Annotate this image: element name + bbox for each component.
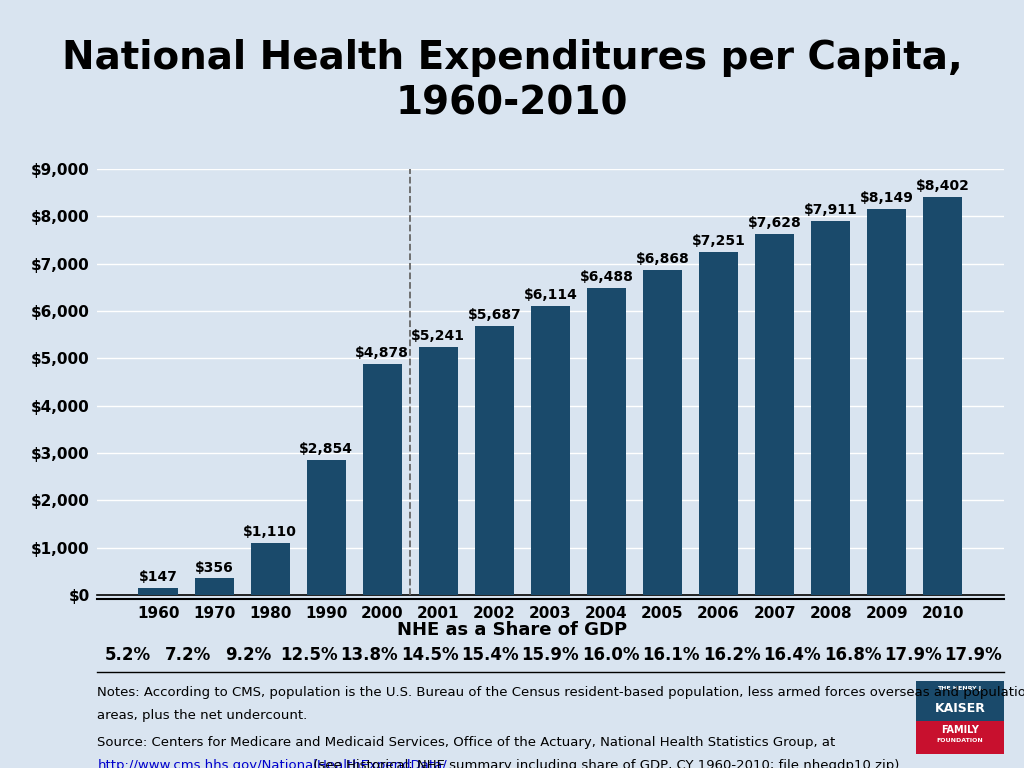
Text: NHE as a Share of GDP: NHE as a Share of GDP (397, 621, 627, 639)
Text: 16.1%: 16.1% (642, 646, 700, 664)
Text: $8,149: $8,149 (860, 191, 913, 206)
Text: 16.0%: 16.0% (582, 646, 640, 664)
Text: $7,911: $7,911 (804, 203, 857, 217)
Text: National Health Expenditures per Capita,
1960-2010: National Health Expenditures per Capita,… (61, 39, 963, 122)
Text: 15.9%: 15.9% (521, 646, 580, 664)
Text: 13.8%: 13.8% (340, 646, 398, 664)
Text: 17.9%: 17.9% (884, 646, 942, 664)
Text: 16.2%: 16.2% (702, 646, 761, 664)
Text: 7.2%: 7.2% (165, 646, 211, 664)
Bar (530, 306, 570, 595)
Text: 9.2%: 9.2% (225, 646, 271, 664)
Bar (811, 220, 850, 595)
Bar (587, 288, 626, 595)
Bar (755, 234, 795, 595)
Bar (251, 543, 290, 595)
Bar (699, 252, 738, 595)
Text: FOUNDATION: FOUNDATION (937, 738, 983, 743)
Text: $1,110: $1,110 (244, 525, 297, 539)
Text: areas, plus the net undercount.: areas, plus the net undercount. (97, 709, 307, 722)
Bar (362, 364, 401, 595)
FancyBboxPatch shape (916, 681, 1004, 721)
Text: $2,854: $2,854 (299, 442, 353, 456)
FancyBboxPatch shape (916, 721, 1004, 754)
Text: 17.9%: 17.9% (944, 646, 1002, 664)
Text: 16.4%: 16.4% (763, 646, 821, 664)
Text: 15.4%: 15.4% (461, 646, 519, 664)
Text: $5,241: $5,241 (412, 329, 465, 343)
Text: KAISER: KAISER (935, 702, 985, 715)
Bar (867, 209, 906, 595)
Text: $6,114: $6,114 (523, 288, 578, 302)
Text: THE HENRY J.: THE HENRY J. (937, 687, 983, 691)
Text: $147: $147 (138, 571, 177, 584)
Text: $7,628: $7,628 (748, 216, 802, 230)
Text: $6,868: $6,868 (636, 252, 689, 266)
Bar (475, 326, 514, 595)
Bar (643, 270, 682, 595)
Text: 14.5%: 14.5% (400, 646, 459, 664)
Text: $356: $356 (195, 561, 233, 574)
Text: FAMILY: FAMILY (941, 725, 979, 735)
Text: Source: Centers for Medicare and Medicaid Services, Office of the Actuary, Natio: Source: Centers for Medicare and Medicai… (97, 736, 836, 749)
Bar (306, 460, 346, 595)
Text: $7,251: $7,251 (691, 234, 745, 248)
Text: (see Historical; NHE summary including share of GDP, CY 1960-2010; file nhegdp10: (see Historical; NHE summary including s… (308, 759, 903, 768)
Bar (195, 578, 233, 595)
Text: 5.2%: 5.2% (104, 646, 151, 664)
Text: $6,488: $6,488 (580, 270, 634, 284)
Text: $4,878: $4,878 (355, 346, 410, 360)
Text: 12.5%: 12.5% (280, 646, 338, 664)
Text: http://www.cms.hhs.gov/NationalHealthExpendData/: http://www.cms.hhs.gov/NationalHealthExp… (97, 759, 447, 768)
Text: 16.8%: 16.8% (823, 646, 882, 664)
Bar (138, 588, 178, 595)
Bar (923, 197, 963, 595)
Text: Notes: According to CMS, population is the U.S. Bureau of the Census resident-ba: Notes: According to CMS, population is t… (97, 686, 1024, 699)
Text: $8,402: $8,402 (915, 180, 970, 194)
Bar (419, 347, 458, 595)
Text: $5,687: $5,687 (468, 308, 521, 322)
